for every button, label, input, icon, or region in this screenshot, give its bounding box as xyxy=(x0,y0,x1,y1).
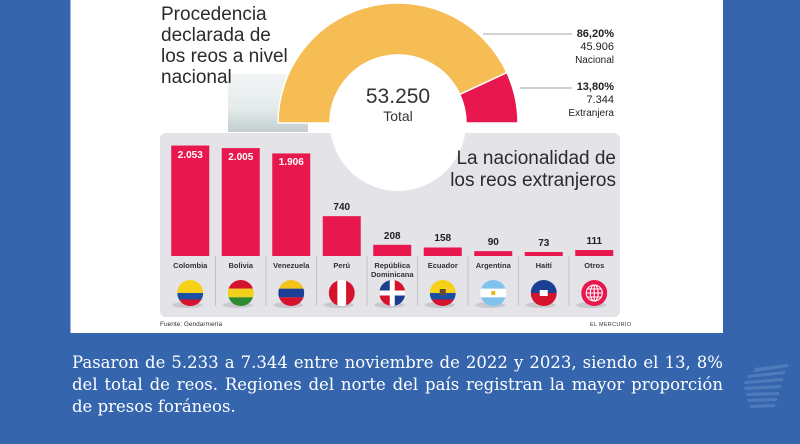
bar-3 xyxy=(272,153,311,256)
category-label: Bolivia xyxy=(228,261,254,270)
globe-icon xyxy=(576,280,608,308)
bar-4 xyxy=(322,216,361,256)
category-label: Otros xyxy=(584,261,605,270)
category-label: República Dominicana xyxy=(370,261,414,279)
publisher-credit: EL MERCURIO xyxy=(590,322,632,328)
total-label: Total xyxy=(383,108,413,124)
bar-8 xyxy=(524,252,563,256)
bar-5 xyxy=(373,244,412,256)
legend-extranjera: 13,80% 7.344 Extranjera xyxy=(568,81,614,120)
extranjera-label: Extranjera xyxy=(568,108,614,119)
total-value: 53.250 xyxy=(365,85,431,108)
bar-value-label: 2.053 xyxy=(177,149,203,161)
extranjera-percent: 13,80% xyxy=(576,81,614,93)
peru-flag-icon xyxy=(323,280,355,308)
bolivia-flag-icon xyxy=(222,280,254,308)
extranjera-value: 7.344 xyxy=(586,94,614,106)
bar-value-label: 2.005 xyxy=(228,152,254,164)
argentina-flag-icon xyxy=(475,280,507,308)
bar-value-label: 208 xyxy=(383,230,401,242)
dominican-republic-flag-icon xyxy=(374,280,406,308)
category-label: Argentina xyxy=(475,261,511,270)
bar-9 xyxy=(575,250,614,256)
category-label: Haití xyxy=(535,261,552,270)
donut-title: Procedencia declarada de los reos a nive… xyxy=(161,4,288,88)
venezuela-flag-icon xyxy=(273,280,305,308)
bar-6 xyxy=(423,247,462,256)
nacional-percent: 86,20% xyxy=(576,28,614,40)
bar-value-label: 73 xyxy=(538,238,550,249)
bar-1 xyxy=(171,145,210,256)
ecuador-flag-icon xyxy=(424,280,456,308)
bar-7 xyxy=(474,251,513,256)
category-label: Venezuela xyxy=(273,261,310,270)
category-label: Perú xyxy=(333,261,351,270)
bar-2 xyxy=(221,148,260,256)
caption-text: Pasaron de 5.233 a 7.344 entre noviembre… xyxy=(72,353,723,416)
nacional-value: 45.906 xyxy=(580,41,614,53)
bar-value-label: 158 xyxy=(434,233,452,245)
bar-value-label: 1.906 xyxy=(278,157,304,169)
bar-value-label: 90 xyxy=(487,237,499,249)
haiti-flag-icon xyxy=(525,280,557,308)
bar-value-label: 740 xyxy=(333,202,351,214)
donut-hole xyxy=(330,55,466,191)
nacional-label: Nacional xyxy=(575,55,614,66)
source-note: Fuente: Gendarmería xyxy=(160,321,223,328)
category-label: Colombia xyxy=(173,261,208,270)
category-label: Ecuador xyxy=(427,261,458,270)
colombia-flag-icon xyxy=(172,280,204,308)
donut-center: 53.250 Total xyxy=(348,85,448,125)
profile-head-lines-icon xyxy=(744,364,788,408)
bar-value-label: 111 xyxy=(586,236,603,248)
legend-nacional: 86,20% 45.906 Nacional xyxy=(575,28,614,67)
bar-chart-title: La nacionalidad de los reos extranjeros xyxy=(450,148,616,191)
